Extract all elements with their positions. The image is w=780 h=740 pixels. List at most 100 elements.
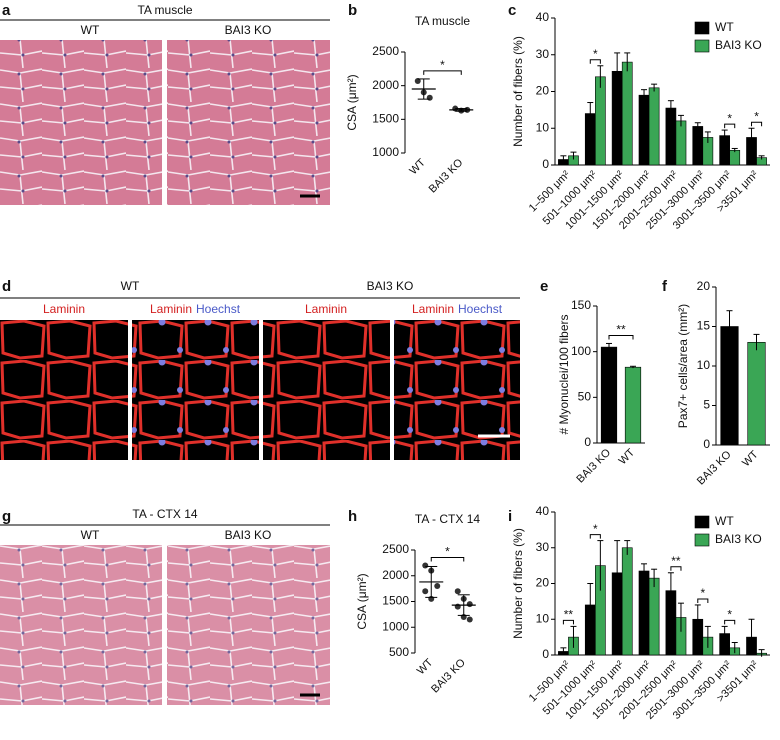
y-tick-label: 0 <box>542 157 549 171</box>
bar <box>747 341 766 446</box>
significance-label: * <box>727 608 732 622</box>
bar <box>595 76 606 166</box>
legend-label: WT <box>715 20 734 34</box>
x-tick-label: BAI3 KO <box>429 656 468 695</box>
legend-swatch <box>694 533 710 547</box>
y-tick-label: 100 <box>571 344 591 358</box>
significance-label: ** <box>671 554 681 568</box>
stain-label: Laminin <box>150 302 192 316</box>
significance-bracket <box>608 334 634 340</box>
significance-bracket <box>697 598 709 603</box>
micrograph <box>167 545 330 705</box>
significance-label: * <box>727 111 732 125</box>
significance-label: * <box>593 47 598 61</box>
y-tick-label: 150 <box>571 298 591 312</box>
bar <box>638 94 650 166</box>
micrograph <box>0 545 162 705</box>
panel-letter: a <box>2 2 11 19</box>
x-tick-label: WT <box>407 156 428 177</box>
bar <box>621 547 633 656</box>
micrograph <box>167 40 330 205</box>
panel-letter: d <box>2 278 11 295</box>
y-tick-label: 30 <box>536 47 550 61</box>
significance-bracket <box>430 556 465 562</box>
image-label: BAI3 KO <box>367 279 414 293</box>
significance-bracket <box>751 121 763 127</box>
legend-swatch <box>694 39 710 53</box>
micrograph <box>0 320 128 460</box>
y-tick-label: 0 <box>584 435 591 449</box>
data-point <box>466 616 473 623</box>
image-label: BAI3 KO <box>225 528 272 542</box>
y-tick-label: 40 <box>536 10 550 24</box>
y-tick-label: 20 <box>697 279 711 293</box>
data-point <box>426 94 433 101</box>
y-axis-label: Pax7+ cells/area (mm²) <box>676 304 690 428</box>
chart-title: TA - CTX 14 <box>415 512 480 526</box>
significance-bracket <box>423 70 462 75</box>
bar <box>624 366 642 444</box>
panel-letter: e <box>540 278 548 295</box>
y-tick-label: 10 <box>697 358 711 372</box>
y-tick-label: 1000 <box>372 145 399 159</box>
stain-label: Laminin <box>412 302 454 316</box>
significance-label: * <box>445 545 450 559</box>
x-tick-label: WT <box>617 446 638 467</box>
significance-bracket <box>724 619 736 625</box>
y-axis-label: Number of fibers (%) <box>511 528 525 639</box>
y-tick-label: 5 <box>703 398 710 412</box>
bar <box>638 570 650 656</box>
significance-label: * <box>593 522 598 536</box>
y-tick-label: 500 <box>389 645 409 659</box>
y-tick-label: 50 <box>578 390 592 404</box>
panel-letter: g <box>2 508 11 525</box>
data-point <box>454 588 461 595</box>
image-label: WT <box>81 528 100 542</box>
x-tick-label: BAI3 KO <box>427 156 466 195</box>
bar <box>621 61 633 166</box>
y-tick-label: 20 <box>536 576 550 590</box>
bar <box>648 87 660 166</box>
y-tick-label: 1500 <box>372 112 399 126</box>
data-point <box>422 588 429 595</box>
y-tick-label: 2000 <box>382 568 409 582</box>
y-tick-label: 2500 <box>372 44 399 58</box>
panel-title: TA muscle <box>137 3 192 17</box>
y-axis-label: CSA (μm²) <box>345 74 359 130</box>
bar <box>665 107 677 166</box>
significance-bracket <box>589 534 601 539</box>
bar <box>648 577 660 656</box>
y-tick-label: 2500 <box>382 542 409 556</box>
bar <box>692 126 704 166</box>
data-point <box>466 601 473 608</box>
y-axis-label: Number of fibers (%) <box>511 36 525 147</box>
y-tick-label: 15 <box>697 319 711 333</box>
image-label: WT <box>121 279 140 293</box>
legend-label: WT <box>715 514 734 528</box>
significance-label: ** <box>616 323 626 337</box>
y-tick-label: 30 <box>536 540 550 554</box>
panel-letter: b <box>348 2 357 19</box>
y-axis-label: # Myonuclei/100 fibers <box>557 314 571 434</box>
chart-title: TA muscle <box>415 14 470 28</box>
panel-title: TA - CTX 14 <box>132 507 197 521</box>
legend-label: BAI3 KO <box>715 38 762 52</box>
significance-bracket <box>589 59 601 64</box>
data-point <box>422 562 429 569</box>
bar <box>675 120 687 166</box>
bar <box>600 346 618 444</box>
legend-swatch <box>694 21 710 35</box>
y-tick-label: 20 <box>536 84 550 98</box>
significance-label: ** <box>564 608 574 622</box>
legend-swatch <box>694 515 710 529</box>
stain-label: Hoechst <box>458 302 503 316</box>
legend-label: BAI3 KO <box>715 532 762 546</box>
bar <box>720 326 739 446</box>
y-tick-label: 1000 <box>382 619 409 633</box>
significance-label: * <box>754 109 759 123</box>
y-tick-label: 10 <box>536 611 550 625</box>
panel-letter: f <box>662 278 668 295</box>
panel-letter: h <box>348 508 357 525</box>
micrograph <box>0 40 162 205</box>
